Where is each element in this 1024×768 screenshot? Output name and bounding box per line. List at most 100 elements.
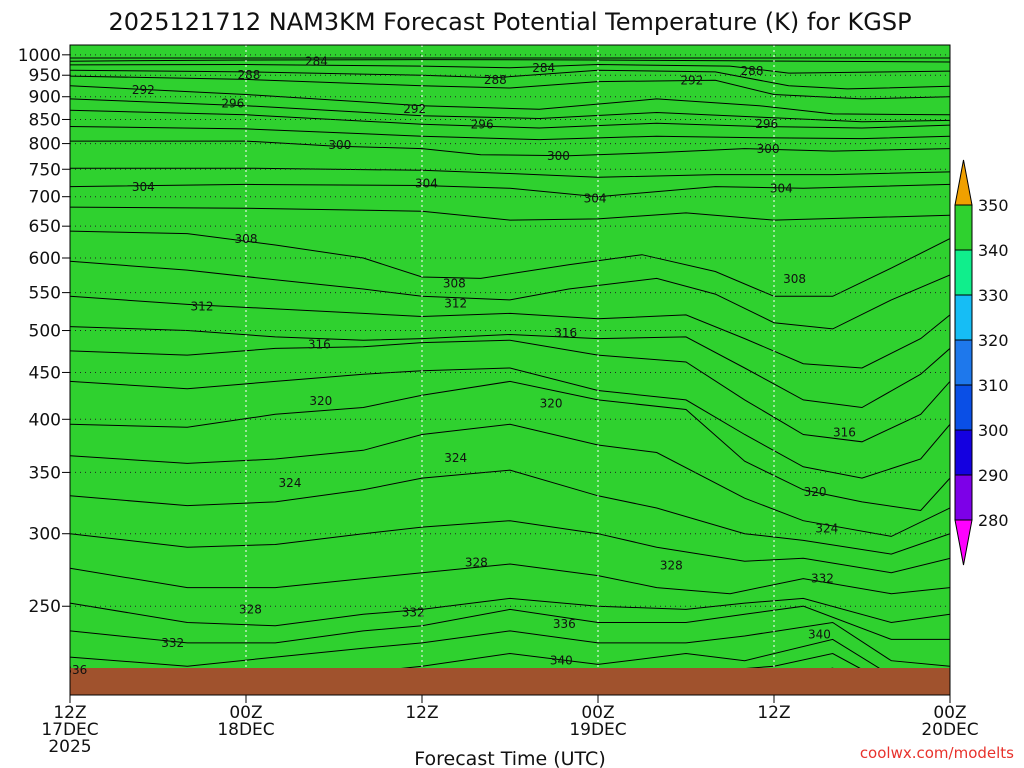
svg-text:288: 288 — [741, 64, 764, 78]
contour-label: 284 — [305, 55, 328, 69]
y-tick-label: 500 — [29, 322, 61, 342]
svg-text:312: 312 — [191, 300, 214, 314]
colorbar-swatch — [954, 204, 973, 251]
contour-label: 336 — [553, 617, 576, 631]
isentrope-302 — [70, 167, 950, 178]
svg-text:312: 312 — [444, 297, 467, 311]
colorbar: 280 290 300 310 320 330 340 350 — [954, 159, 1009, 566]
svg-text:324: 324 — [279, 476, 302, 490]
contour-label: 288 — [484, 73, 507, 87]
contour-label: 292 — [403, 102, 426, 116]
contour-label: 308 — [443, 276, 466, 290]
contour-label: 316 — [554, 326, 577, 340]
x-tick-label: 00Z — [229, 703, 262, 723]
isentrope-310 — [70, 260, 950, 330]
y-tick-label: 350 — [29, 463, 61, 483]
y-tick-label: 750 — [29, 160, 61, 180]
contour-label: 304 — [584, 191, 607, 205]
contour-label: 308 — [235, 232, 258, 246]
colorbar-swatch — [954, 429, 973, 476]
contour-label: 336 — [64, 663, 87, 677]
colorbar-swatch — [954, 294, 973, 341]
contour-label: 332 — [402, 606, 425, 620]
y-tick-label: 700 — [29, 188, 61, 208]
y-tick-label: 950 — [29, 66, 61, 86]
isentrope-326 — [70, 520, 950, 574]
svg-text:332: 332 — [161, 636, 184, 650]
contour-label: 328 — [465, 556, 488, 570]
colorbar-swatch — [954, 339, 973, 386]
contour-label: 332 — [811, 572, 834, 586]
contour-label: 300 — [757, 142, 780, 156]
contour-label: 340 — [808, 627, 831, 641]
isentrope-328 — [70, 563, 950, 595]
ground-terrain — [70, 668, 950, 695]
colorbar-tick-label: 340 — [978, 241, 1009, 260]
contour-label: 332 — [161, 636, 184, 650]
contour-label: 320 — [309, 394, 332, 408]
y-tick-label: 600 — [29, 249, 61, 269]
plot-area: 336 332 328 332 340 336 328 340 332 324 328 324 324 3… — [64, 45, 950, 695]
isentrope-298 — [70, 126, 950, 141]
svg-text:316: 316 — [308, 337, 331, 351]
svg-text:324: 324 — [815, 521, 838, 535]
svg-text:308: 308 — [235, 232, 258, 246]
svg-text:296: 296 — [755, 117, 778, 131]
svg-text:292: 292 — [132, 83, 155, 97]
contour-label: 296 — [221, 96, 244, 110]
contour-label: 300 — [547, 149, 570, 163]
credit-text[interactable]: coolwx.com/modelts — [860, 744, 1014, 762]
isentrope-324 — [70, 469, 950, 555]
x-tick-label: 17DEC — [41, 720, 98, 740]
isentrope-330 — [70, 597, 950, 627]
svg-text:304: 304 — [415, 176, 438, 190]
y-tick-label: 250 — [29, 597, 61, 617]
svg-text:316: 316 — [554, 326, 577, 340]
contour-label: 328 — [660, 558, 683, 572]
x-tick-label: 12Z — [53, 703, 86, 723]
isentrope-286 — [70, 63, 950, 74]
svg-text:328: 328 — [660, 558, 683, 572]
y-tick-label: 550 — [29, 284, 61, 304]
svg-text:292: 292 — [680, 74, 703, 88]
contour-label: 292 — [680, 74, 703, 88]
x-tick-label: 18DEC — [217, 720, 274, 740]
colorbar-tick-label: 350 — [978, 196, 1009, 215]
svg-text:308: 308 — [783, 272, 806, 286]
x-tick-label: 19DEC — [569, 720, 626, 740]
x-tick-label: 00Z — [581, 703, 614, 723]
isentrope-306 — [70, 206, 950, 221]
svg-text:336: 336 — [64, 663, 87, 677]
contour-label: 308 — [783, 272, 806, 286]
contour-label: 320 — [804, 485, 827, 499]
x-tick-label: 2025 — [48, 737, 91, 757]
svg-text:304: 304 — [132, 180, 155, 194]
contour-labels: 336 332 328 332 340 336 328 340 332 324 328 324 324 3… — [64, 55, 856, 677]
colorbar-swatch — [954, 249, 973, 296]
contour-label: 316 — [308, 337, 331, 351]
y-tick-label: 450 — [29, 363, 61, 383]
contour-label: 320 — [540, 397, 563, 411]
isentrope-308 — [70, 230, 950, 297]
plot-frame — [69, 44, 951, 696]
contour-label: 328 — [239, 602, 262, 616]
y-tick-label: 300 — [29, 525, 61, 545]
isentrope-312 — [70, 295, 950, 369]
contour-label: 288 — [741, 64, 764, 78]
colorbar-tick-label: 310 — [978, 376, 1009, 395]
x-tick-label: 20DEC — [921, 720, 978, 740]
isentrope-320 — [70, 380, 950, 512]
svg-text:296: 296 — [471, 118, 494, 132]
colorbar-tick-label: 290 — [978, 466, 1009, 485]
colorbar-swatch — [954, 474, 973, 521]
svg-text:300: 300 — [547, 149, 570, 163]
contour-label: 324 — [444, 451, 467, 465]
svg-text:304: 304 — [770, 181, 793, 195]
svg-text:296: 296 — [221, 96, 244, 110]
y-tick-label: 650 — [29, 217, 61, 237]
isentrope-332 — [70, 605, 950, 644]
contour-label: 296 — [755, 117, 778, 131]
svg-text:292: 292 — [403, 102, 426, 116]
contour-label: 304 — [770, 181, 793, 195]
svg-text:320: 320 — [540, 397, 563, 411]
